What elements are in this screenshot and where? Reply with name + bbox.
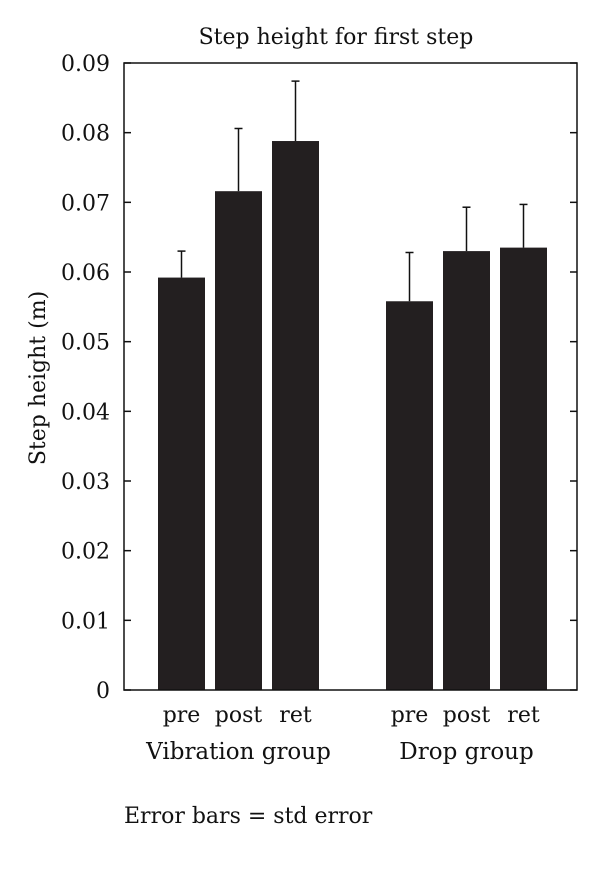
y-axis-ticks: 0 0.01 0.02 0.03 0.04 0.05 0.06 0.07 0.08 0.09 [61,52,577,704]
bars-layer [158,141,547,691]
group-label: Drop group [399,739,533,765]
y-tick-label: 0.05 [61,331,110,356]
category-label: pre [163,703,201,728]
y-tick-label: 0.02 [61,540,110,565]
bar-drop-post [443,251,490,690]
group-label: Vibration group [145,739,331,765]
category-label: post [443,703,491,728]
y-tick-label: 0.09 [61,52,110,77]
category-label: ret [507,703,540,728]
error-bars-layer [177,80,528,302]
category-labels: pre post ret pre post ret [163,703,540,728]
category-label: ret [279,703,312,728]
y-axis-label: Step height (m) [26,291,51,465]
bar-vibration-pre [158,277,205,690]
y-tick-label: 0.07 [61,191,110,216]
category-label: pre [391,703,429,728]
category-label: post [215,703,263,728]
bar-drop-ret [500,247,547,690]
y-tick-label: 0.03 [61,470,110,495]
bar-vibration-post [215,191,262,691]
y-tick-label: 0.01 [61,609,110,634]
y-tick-label: 0.08 [61,122,110,147]
bar-vibration-ret [272,141,319,690]
y-tick-label: 0.06 [61,261,110,286]
y-tick-label: 0.04 [61,400,110,425]
group-labels: Vibration group Drop group [145,739,534,765]
chart-title: Step height for first step [199,25,474,50]
bar-drop-pre [386,301,433,690]
y-tick-label: 0 [96,679,110,704]
plot-frame [123,62,578,691]
error-bars-note: Error bars = std error [124,804,373,829]
